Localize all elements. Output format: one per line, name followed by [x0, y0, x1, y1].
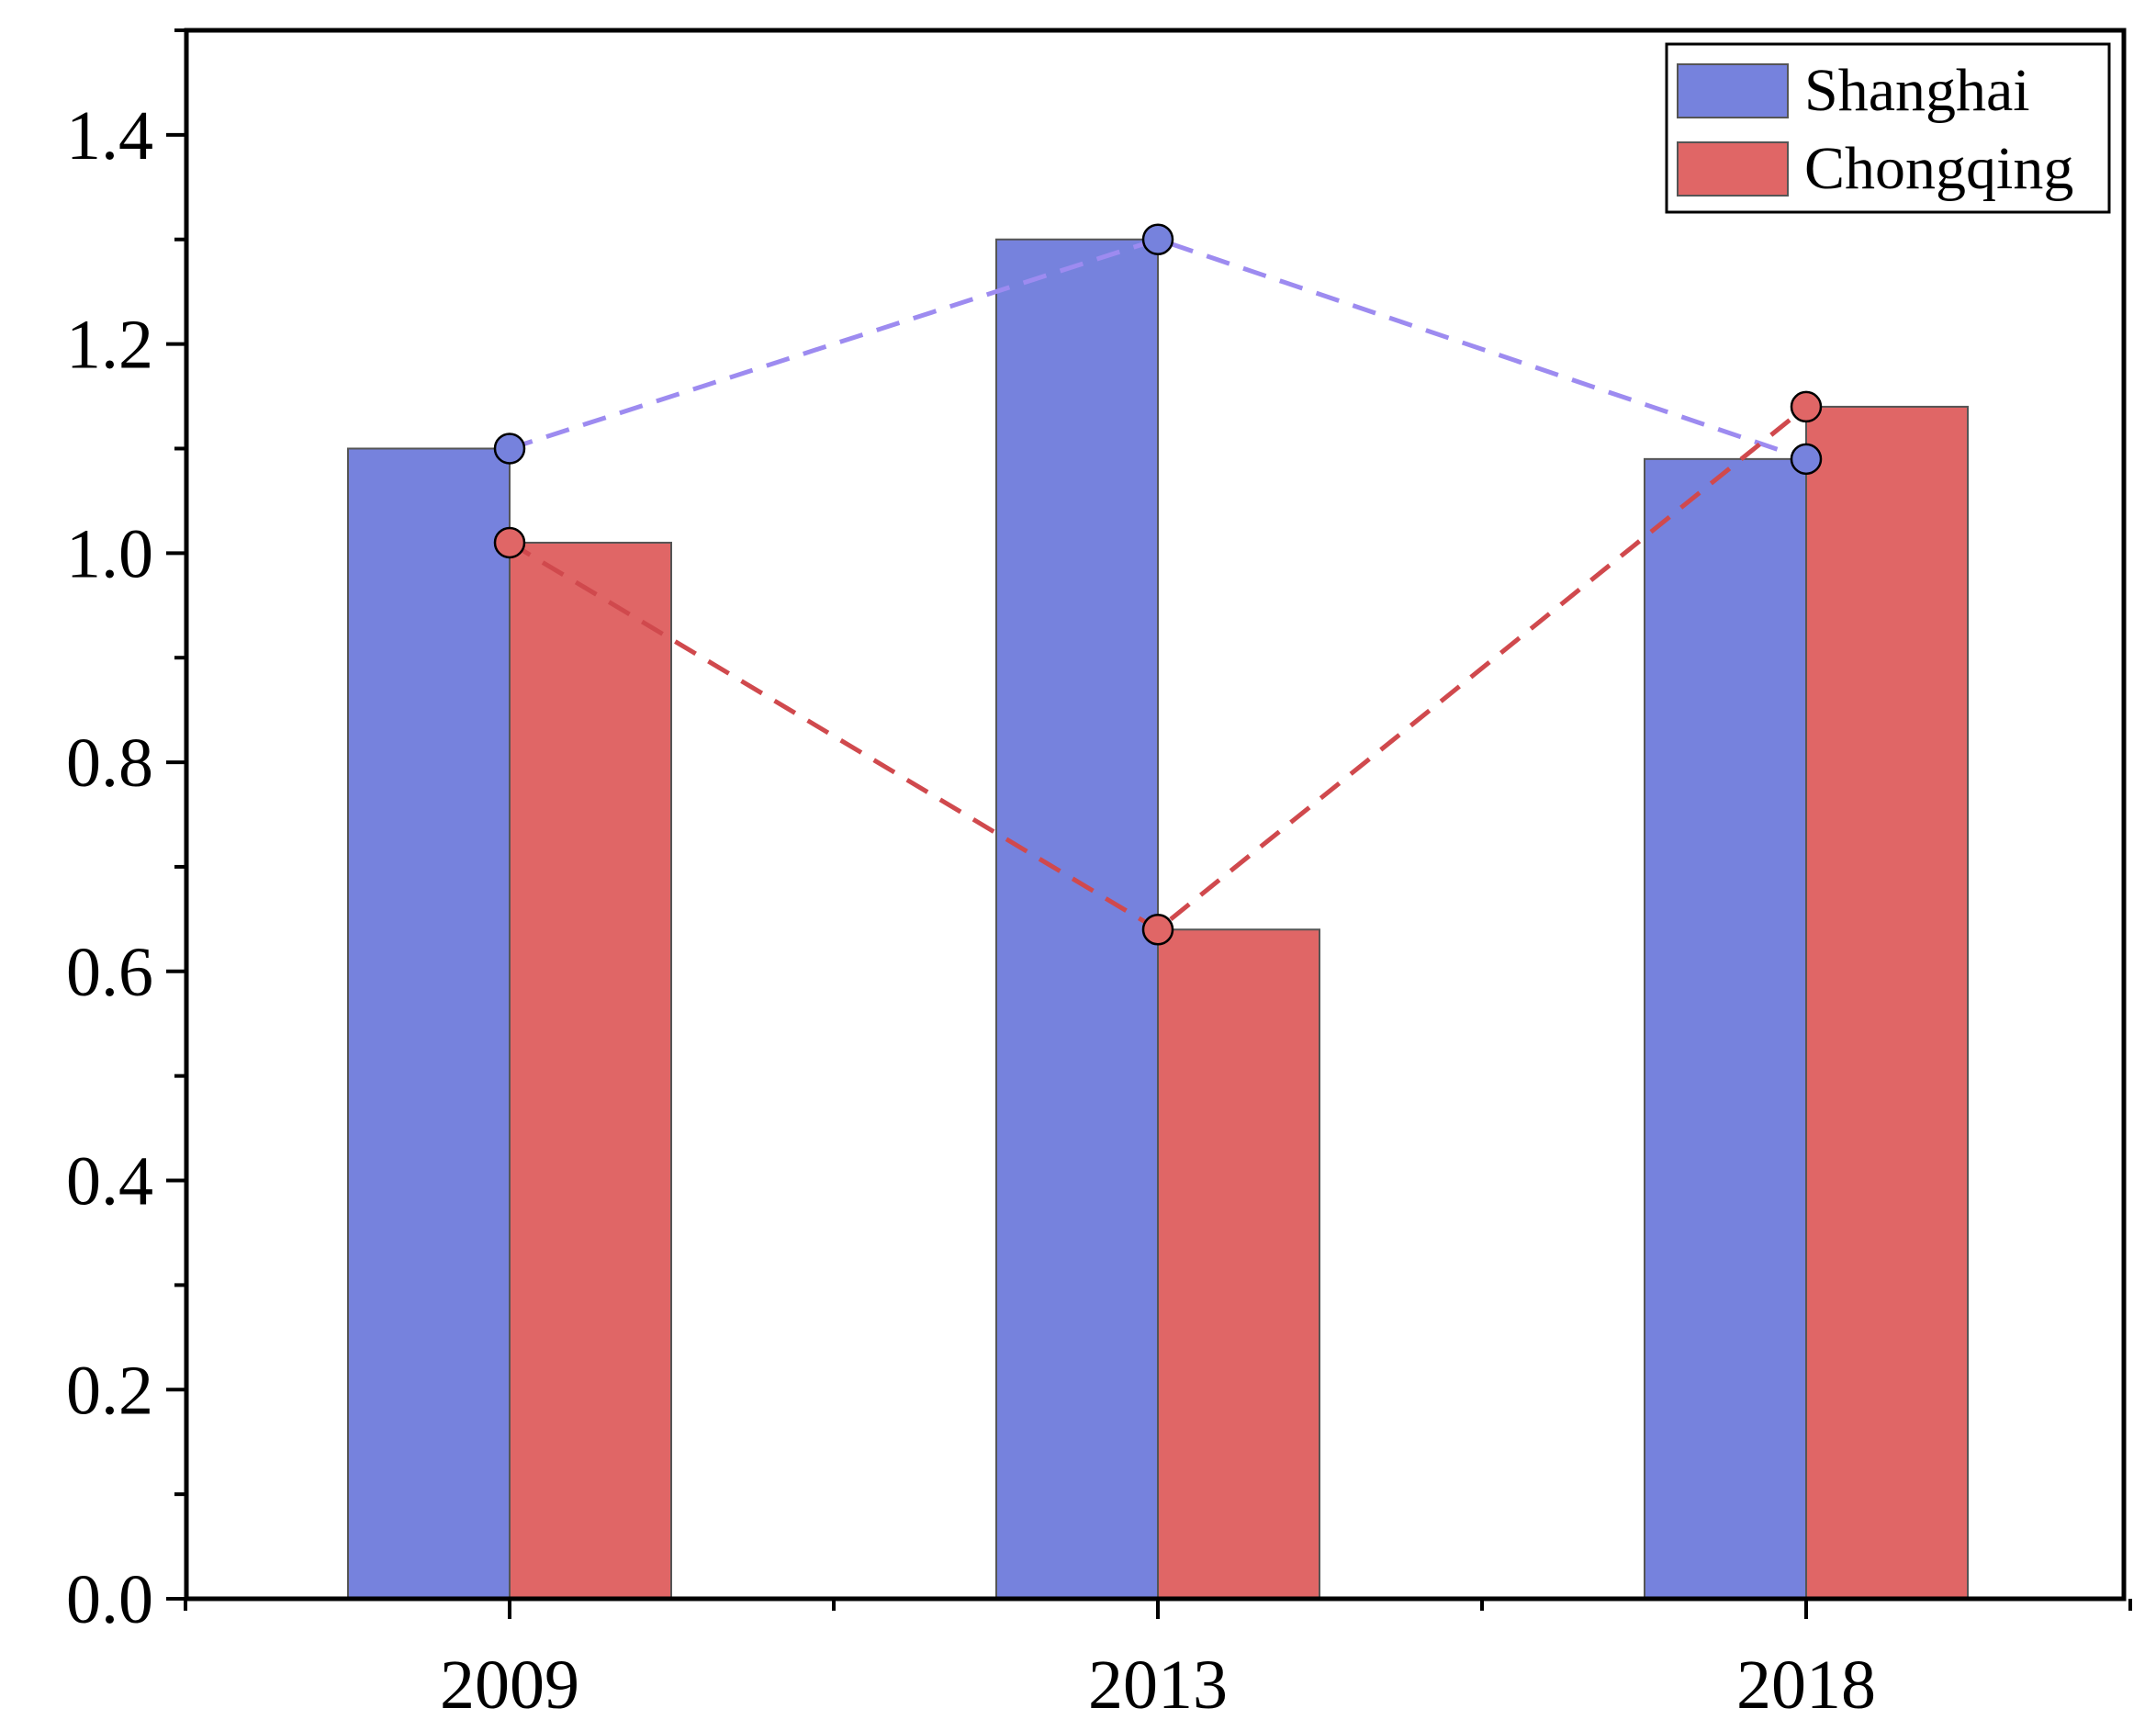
- y-tick-label: 0.0: [66, 1561, 153, 1638]
- legend-swatch-shanghai: [1677, 63, 1789, 118]
- bar-shanghai-2018: [1644, 457, 1807, 1600]
- marker-shanghai-2018: [1790, 443, 1823, 476]
- plot-border: [184, 28, 2127, 1602]
- marker-chongqing-2018: [1790, 390, 1823, 423]
- x-tick-label-2013: 2013: [1088, 1647, 1228, 1724]
- y-tick-label: 1.0: [66, 515, 153, 592]
- bar-shanghai-2013: [995, 238, 1159, 1601]
- y-tick-label: 1.4: [66, 97, 153, 174]
- x-tick-label-2009: 2009: [440, 1647, 579, 1724]
- marker-shanghai-2013: [1141, 223, 1174, 255]
- y-tick-label: 0.2: [66, 1352, 153, 1429]
- marker-chongqing-2013: [1141, 914, 1174, 946]
- markers-layer: [493, 223, 1823, 946]
- bar-chongqing-2009: [509, 541, 672, 1600]
- marker-shanghai-2009: [493, 433, 526, 465]
- y-tick-label: 0.8: [66, 725, 153, 802]
- y-tick-label: 0.6: [66, 934, 153, 1011]
- legend-label-shanghai: Shanghai: [1804, 57, 2030, 124]
- y-tick-label: 1.2: [66, 307, 153, 384]
- plot-frame: [184, 28, 2127, 1602]
- legend: Shanghai Chongqing: [1665, 42, 2111, 214]
- x-axis: 2009 2013 2018: [184, 1599, 2132, 1724]
- bars-layer: [347, 238, 1969, 1601]
- marker-chongqing-2009: [493, 526, 526, 559]
- y-axis: 0.0 0.2 0.4 0.6 0.8 1.0 1.2 1.4: [66, 28, 186, 1638]
- line-shanghai: [509, 237, 1807, 462]
- bar-chongqing-2013: [1157, 928, 1320, 1600]
- legend-label-chongqing: Chongqing: [1804, 135, 2073, 202]
- legend-swatch-chongqing: [1677, 141, 1789, 197]
- bar-shanghai-2009: [347, 447, 511, 1600]
- x-tick-label-2018: 2018: [1736, 1647, 1876, 1724]
- bar-chongqing-2018: [1805, 405, 1969, 1600]
- y-tick-label: 0.4: [66, 1143, 153, 1220]
